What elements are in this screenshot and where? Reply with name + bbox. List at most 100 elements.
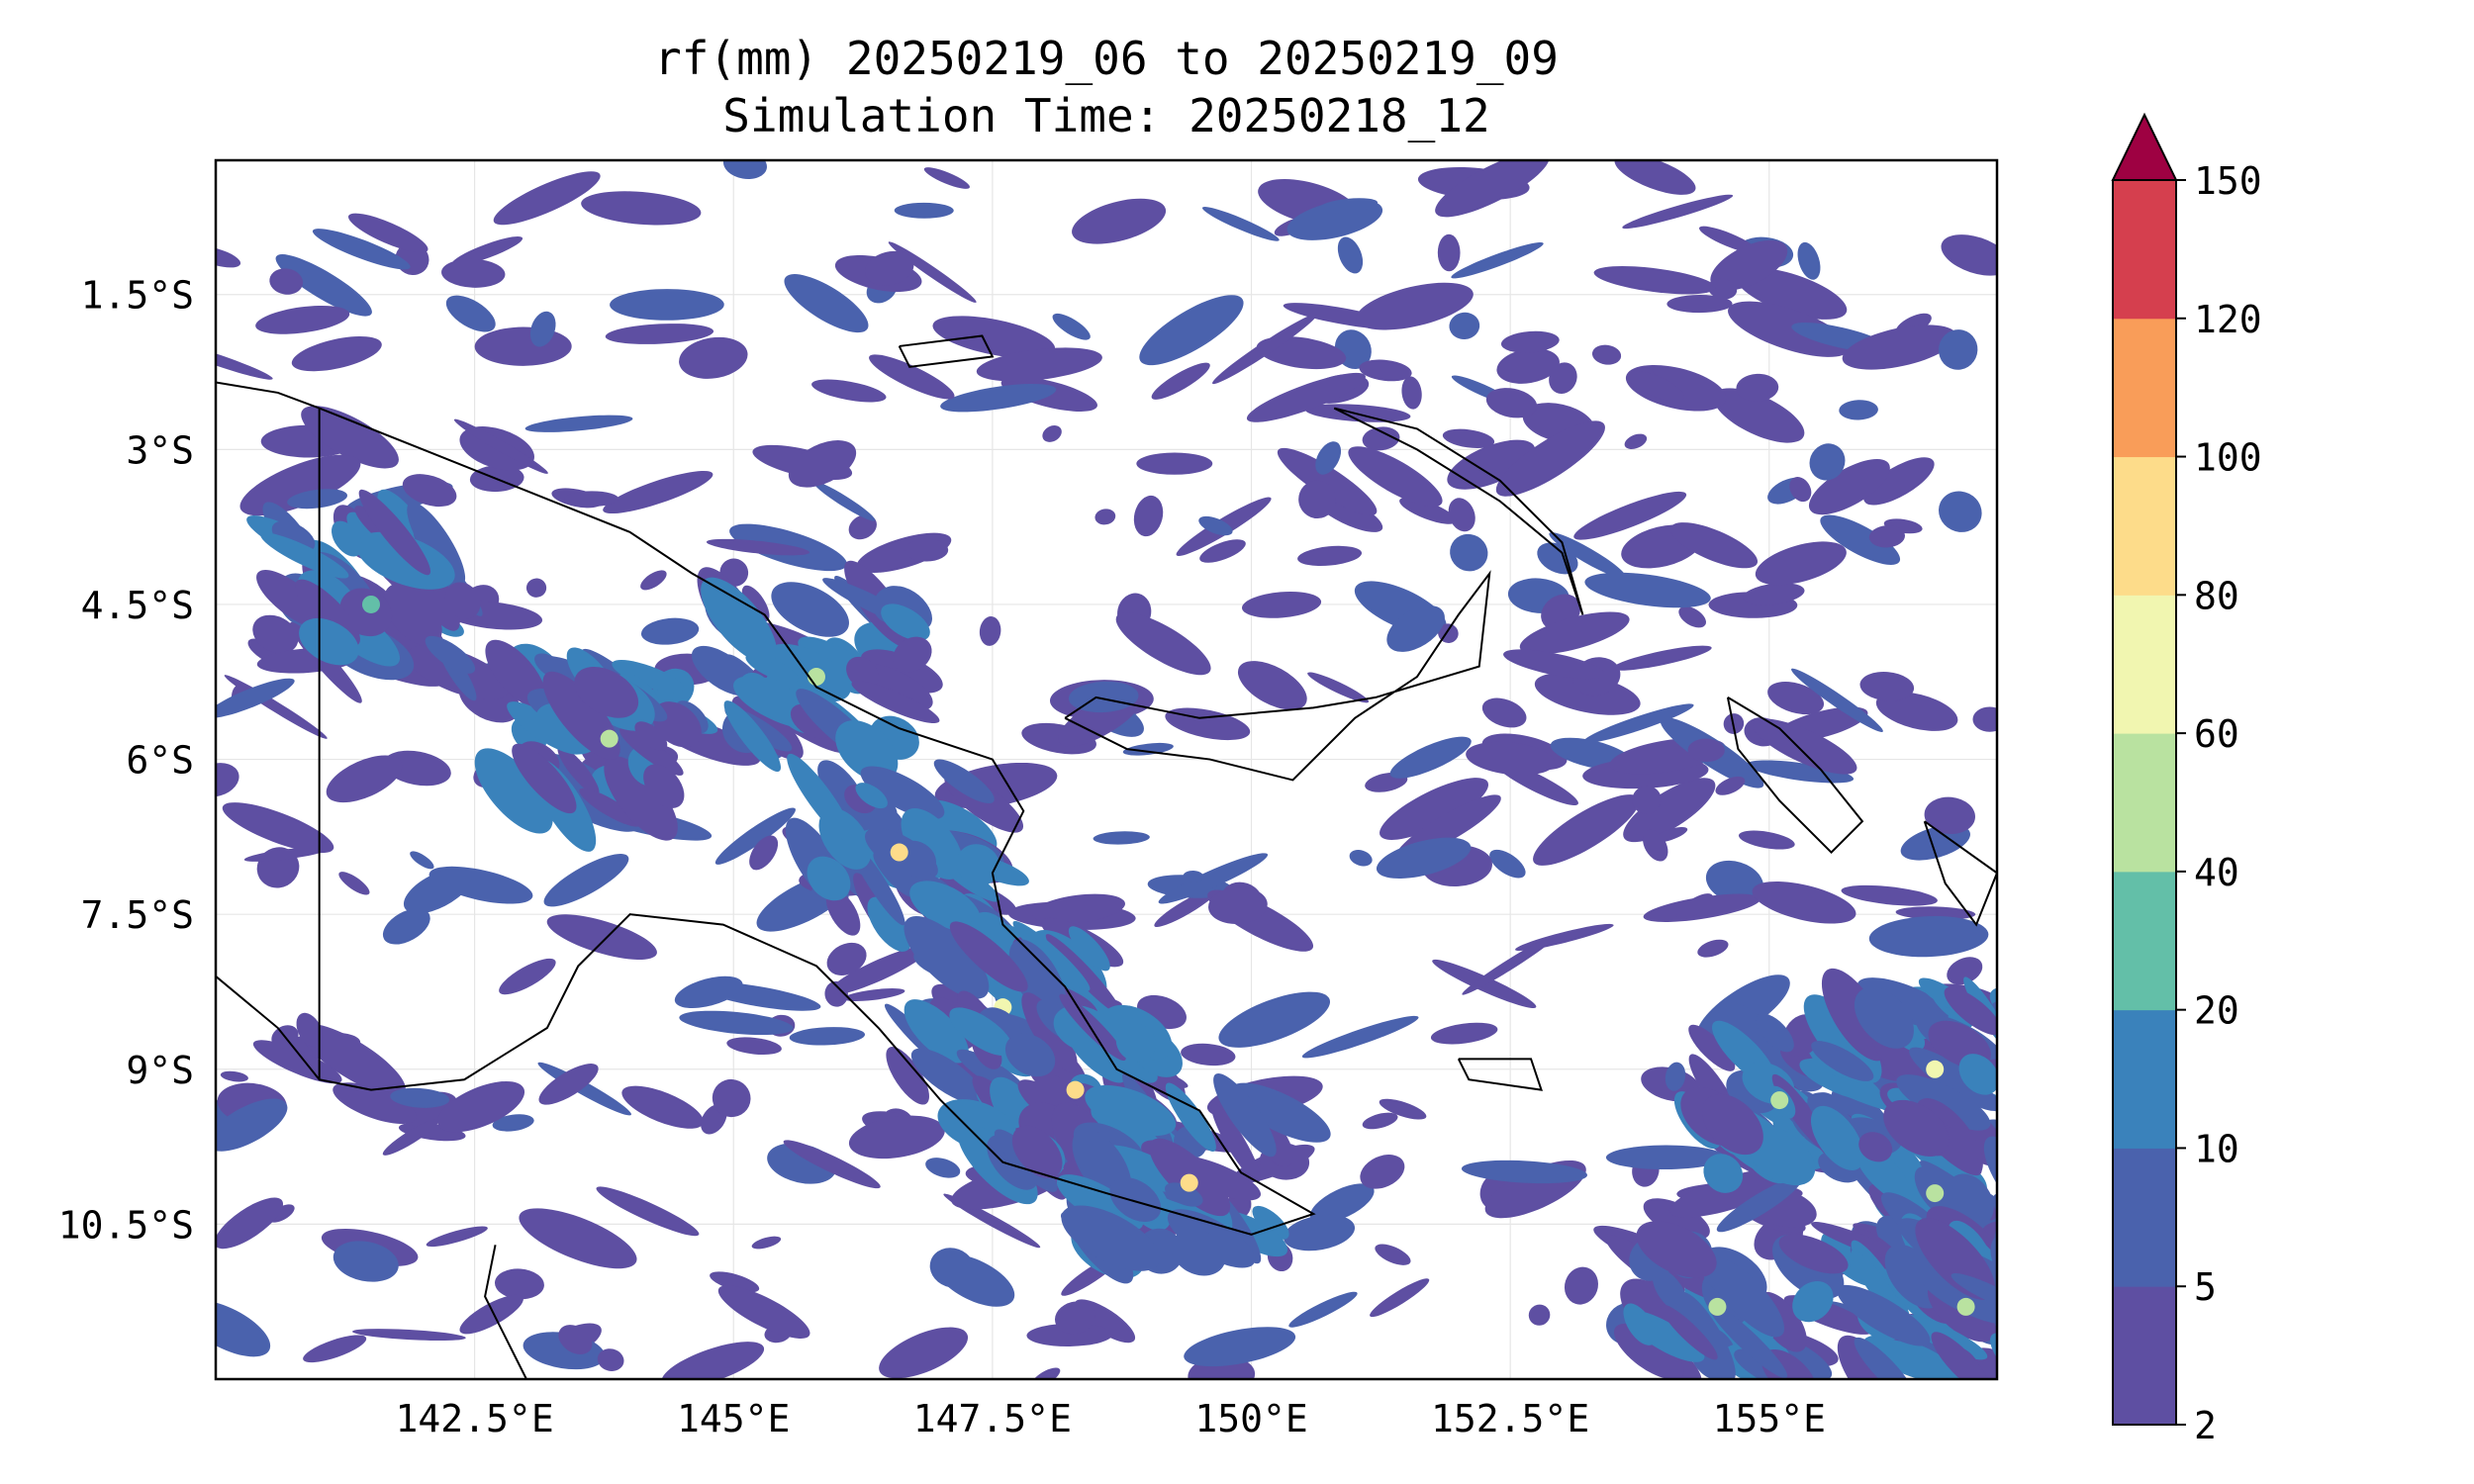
rain-cell: [751, 1236, 782, 1250]
rain-cell: [925, 1158, 961, 1178]
colorbar-tick-label: 60: [2194, 712, 2239, 756]
colorbar-tick-label: 2: [2194, 1404, 2217, 1447]
rain-cell: [1678, 605, 1706, 628]
rain-cell: [441, 258, 506, 288]
rain-cell: [494, 1268, 544, 1300]
rain-cell: [619, 727, 684, 776]
rain-cell: [1584, 572, 1711, 608]
rain-cell: [1115, 1023, 1157, 1063]
rain-cell: [425, 635, 476, 674]
rain-cell: [1237, 661, 1307, 710]
colorbar-outline: [2112, 179, 2177, 1426]
rain-cell: [1837, 1284, 1931, 1346]
colorbar-bin: [2113, 1286, 2176, 1426]
rain-cell: [771, 582, 849, 637]
rain-cell: [674, 975, 743, 1009]
rain-cell: [1085, 1084, 1177, 1137]
rain-cell: [640, 617, 700, 645]
rain-peak: [1956, 1297, 1975, 1316]
rain-cell: [1376, 837, 1472, 880]
rain-cell: [485, 639, 546, 708]
colorbar-tick-label: 100: [2194, 436, 2262, 480]
rain-cell: [1947, 957, 1983, 985]
rain-cell: [546, 914, 657, 961]
rain-cell: [444, 582, 481, 619]
rain-cell: [825, 888, 861, 936]
rain-cell: [1307, 672, 1370, 703]
rain-cell: [1136, 452, 1213, 475]
lat-tick-label: 1.5°S: [81, 274, 194, 318]
rain-cell: [1242, 591, 1322, 618]
colorbar-tick-label: 150: [2194, 159, 2262, 203]
rain-cell: [1614, 1323, 1684, 1379]
rain-cell: [610, 289, 724, 321]
rain-cell: [1183, 871, 1204, 883]
rain-cell: [788, 440, 857, 488]
rain-cell: [1386, 604, 1445, 652]
rain-cell: [976, 347, 1102, 382]
rain-cell: [812, 481, 876, 521]
rain-cell: [701, 577, 777, 664]
rain-cell: [1208, 886, 1268, 924]
rain-cell: [1301, 1015, 1419, 1059]
rain-cell: [1868, 915, 1989, 958]
map-frame: [214, 158, 1999, 1381]
rain-cell: [910, 1048, 984, 1104]
rain-cell: [1462, 934, 1559, 995]
rain-cell: [904, 999, 969, 1064]
rain-cell: [1109, 1177, 1162, 1223]
rain-cell: [1993, 1193, 1997, 1262]
rain-cell: [1859, 672, 1915, 701]
rain-cell: [1573, 491, 1687, 540]
rain-cell: [789, 1027, 866, 1046]
rain-cell: [1298, 480, 1336, 519]
rain-cell: [1797, 241, 1821, 280]
rain-cell: [726, 1037, 782, 1056]
rain-cell: [1863, 457, 1935, 506]
colorbar-bin: [2113, 456, 2176, 596]
rain-cell: [1669, 522, 1759, 569]
rain-cell: [1246, 372, 1366, 422]
lat-tick-label: 6°S: [126, 739, 194, 783]
rain-cell: [835, 720, 899, 782]
rain-cell: [1643, 829, 1668, 862]
rain-cell: [1854, 1337, 1916, 1379]
coastline-bougainville: [1726, 696, 1864, 854]
rain-cell: [1500, 330, 1560, 353]
rain-cell: [1375, 1244, 1411, 1265]
rain-cell: [932, 316, 1056, 359]
rain-cell: [1624, 433, 1648, 449]
rain-cell: [1133, 495, 1164, 537]
rain-cell: [1703, 1154, 1744, 1193]
rain-cell: [867, 896, 911, 952]
rain-cell: [1093, 831, 1150, 845]
rain-cell: [1868, 525, 1905, 548]
colorbar-bin: [2113, 318, 2176, 458]
rain-cell: [949, 921, 1028, 992]
rain-cell: [1549, 362, 1577, 395]
rain-cell: [706, 538, 810, 556]
rain-cell: [1755, 541, 1847, 586]
rain-cell: [860, 766, 945, 820]
rain-cell: [1820, 514, 1901, 565]
rain-cell: [1702, 1093, 1763, 1156]
coastline-manus: [898, 334, 995, 368]
rain-cell: [1068, 926, 1110, 972]
rain-cell: [2030, 1268, 2096, 1334]
rain-cell: [933, 759, 995, 804]
rain-cell: [1810, 1105, 1864, 1170]
rain-cell: [1032, 893, 1125, 924]
rain-cell: [348, 213, 428, 253]
rain-cell: [1021, 992, 1078, 1072]
rain-cell: [445, 295, 496, 332]
rain-cell: [492, 1114, 534, 1132]
rain-cell: [1399, 497, 1457, 524]
rain-cell: [1072, 198, 1167, 244]
rain-cell: [1924, 796, 1975, 835]
rain-cell: [886, 1047, 929, 1105]
rain-cell: [564, 491, 619, 507]
rain-cell: [451, 236, 523, 266]
rain-cell: [574, 666, 639, 718]
rain-cell: [239, 454, 361, 516]
lon-tick-label: 142.5°E: [396, 1397, 554, 1440]
